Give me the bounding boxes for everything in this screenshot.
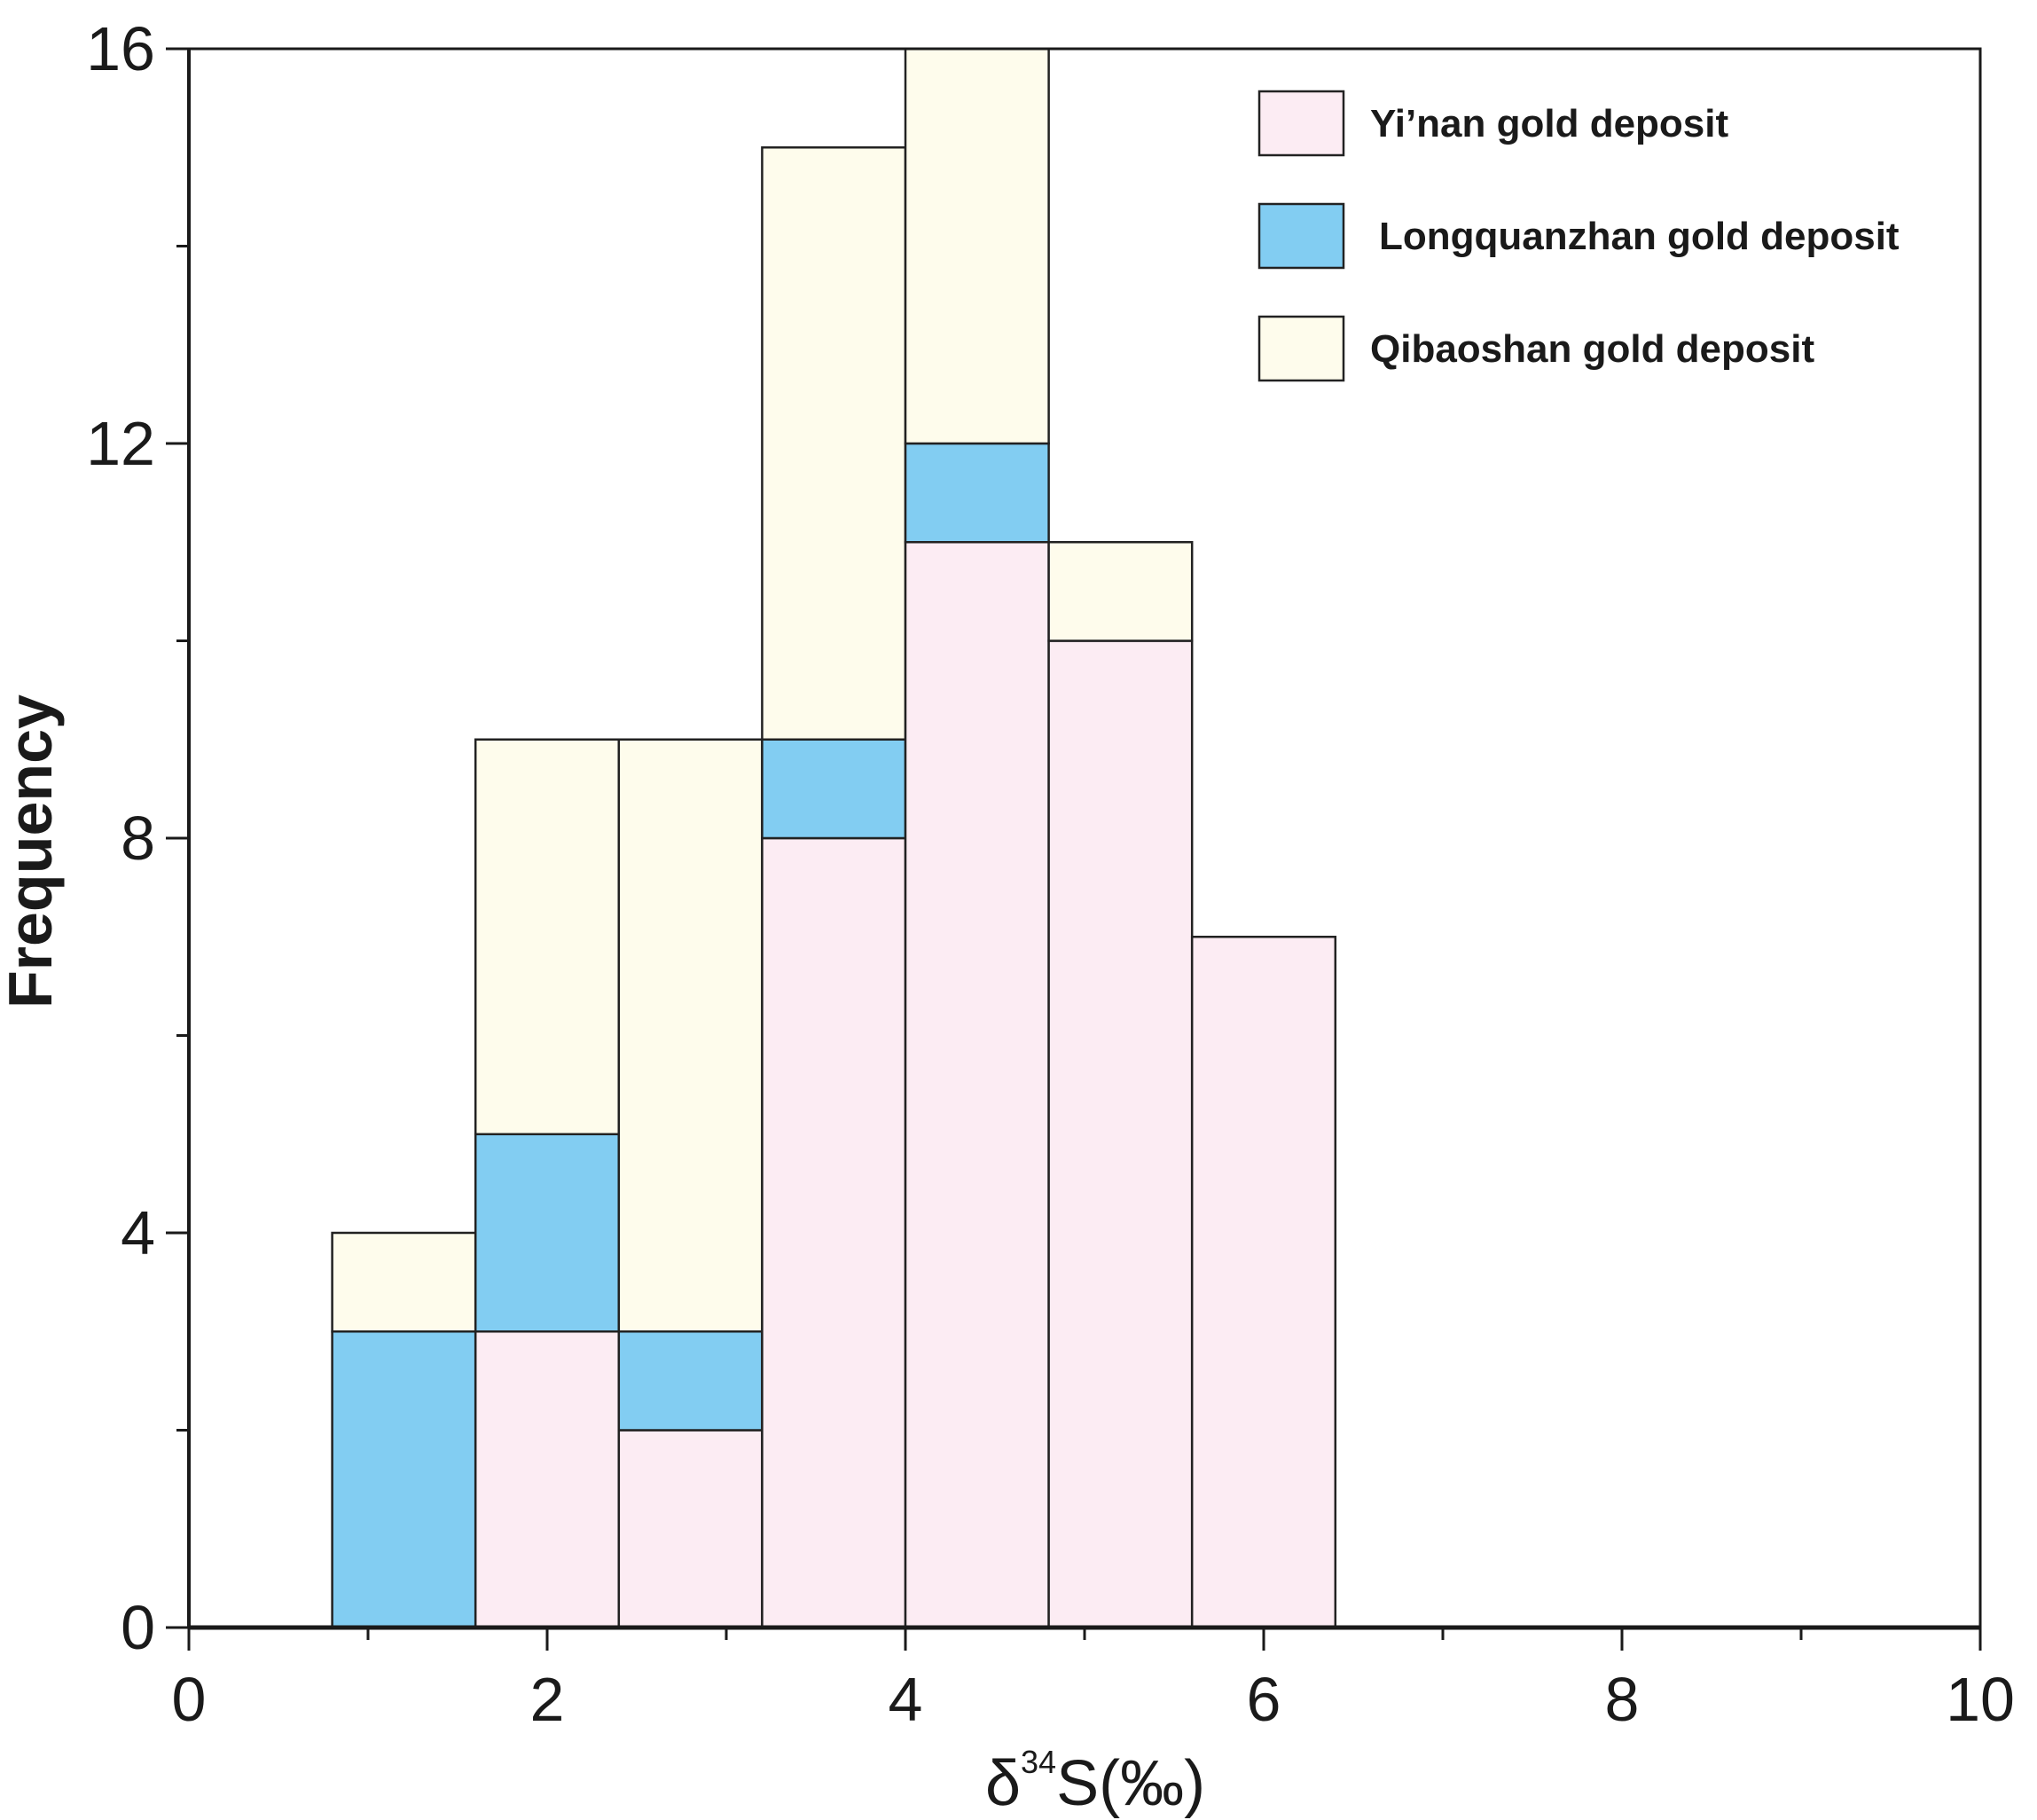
bar-yinan-bin-2 [617,1429,764,1629]
bar-qibaoshan-bin-0 [331,1231,477,1333]
legend-label: Qibaoshan gold deposit [1370,327,1814,371]
legend: Yi’nan gold deposit Longquanzhan gold dep… [1257,90,1900,382]
bars-group [331,47,1337,1629]
x-axis-title-delta: δ [985,1748,1021,1819]
x-tick-label: 4 [889,1665,923,1734]
x-axis-title-superscript: 34 [1021,1744,1056,1780]
legend-label: Yi’nan gold deposit [1370,102,1728,145]
legend-swatch [1257,90,1345,157]
x-tick-label: 6 [1247,1665,1281,1734]
x-tick-label: 0 [172,1665,207,1734]
bar-longquanzhan-bin-4 [904,442,1050,544]
x-axis-title-rest: S(‰) [1056,1748,1205,1819]
axis-ticks [166,47,1982,1651]
x-tick-label: 2 [530,1665,565,1734]
bar-qibaoshan-bin-3 [761,146,907,741]
bar-qibaoshan-bin-1 [474,738,621,1135]
legend-swatch [1257,202,1345,270]
y-tick-label: 8 [121,804,155,873]
bar-yinan-bin-1 [474,1330,621,1629]
y-tick-label: 4 [121,1198,155,1267]
legend-label: Longquanzhan gold deposit [1379,215,1900,258]
y-tick-label: 0 [121,1593,155,1662]
x-tick-label: 8 [1605,1665,1640,1734]
x-tick-label: 10 [1946,1665,2015,1734]
bar-qibaoshan-bin-5 [1047,541,1194,642]
bar-longquanzhan-bin-3 [761,738,907,840]
y-tick-label: 12 [86,409,155,478]
bar-yinan-bin-6 [1190,936,1337,1629]
legend-swatch [1257,315,1345,382]
bar-yinan-bin-3 [761,836,907,1629]
tick-labels: 0 2 4 6 8 10 0 4 8 12 16 [86,14,2015,1734]
bar-yinan-bin-5 [1047,639,1194,1629]
bar-longquanzhan-bin-2 [617,1330,764,1432]
x-axis-title: δ34S(‰) [985,1744,1205,1819]
bar-longquanzhan-bin-0 [331,1330,477,1629]
bar-qibaoshan-bin-4 [904,47,1050,445]
bar-qibaoshan-bin-2 [617,738,764,1333]
bar-longquanzhan-bin-1 [474,1133,621,1333]
y-tick-label: 16 [86,14,155,83]
bar-yinan-bin-4 [904,541,1050,1629]
y-axis-title: Frequency [0,694,65,1008]
